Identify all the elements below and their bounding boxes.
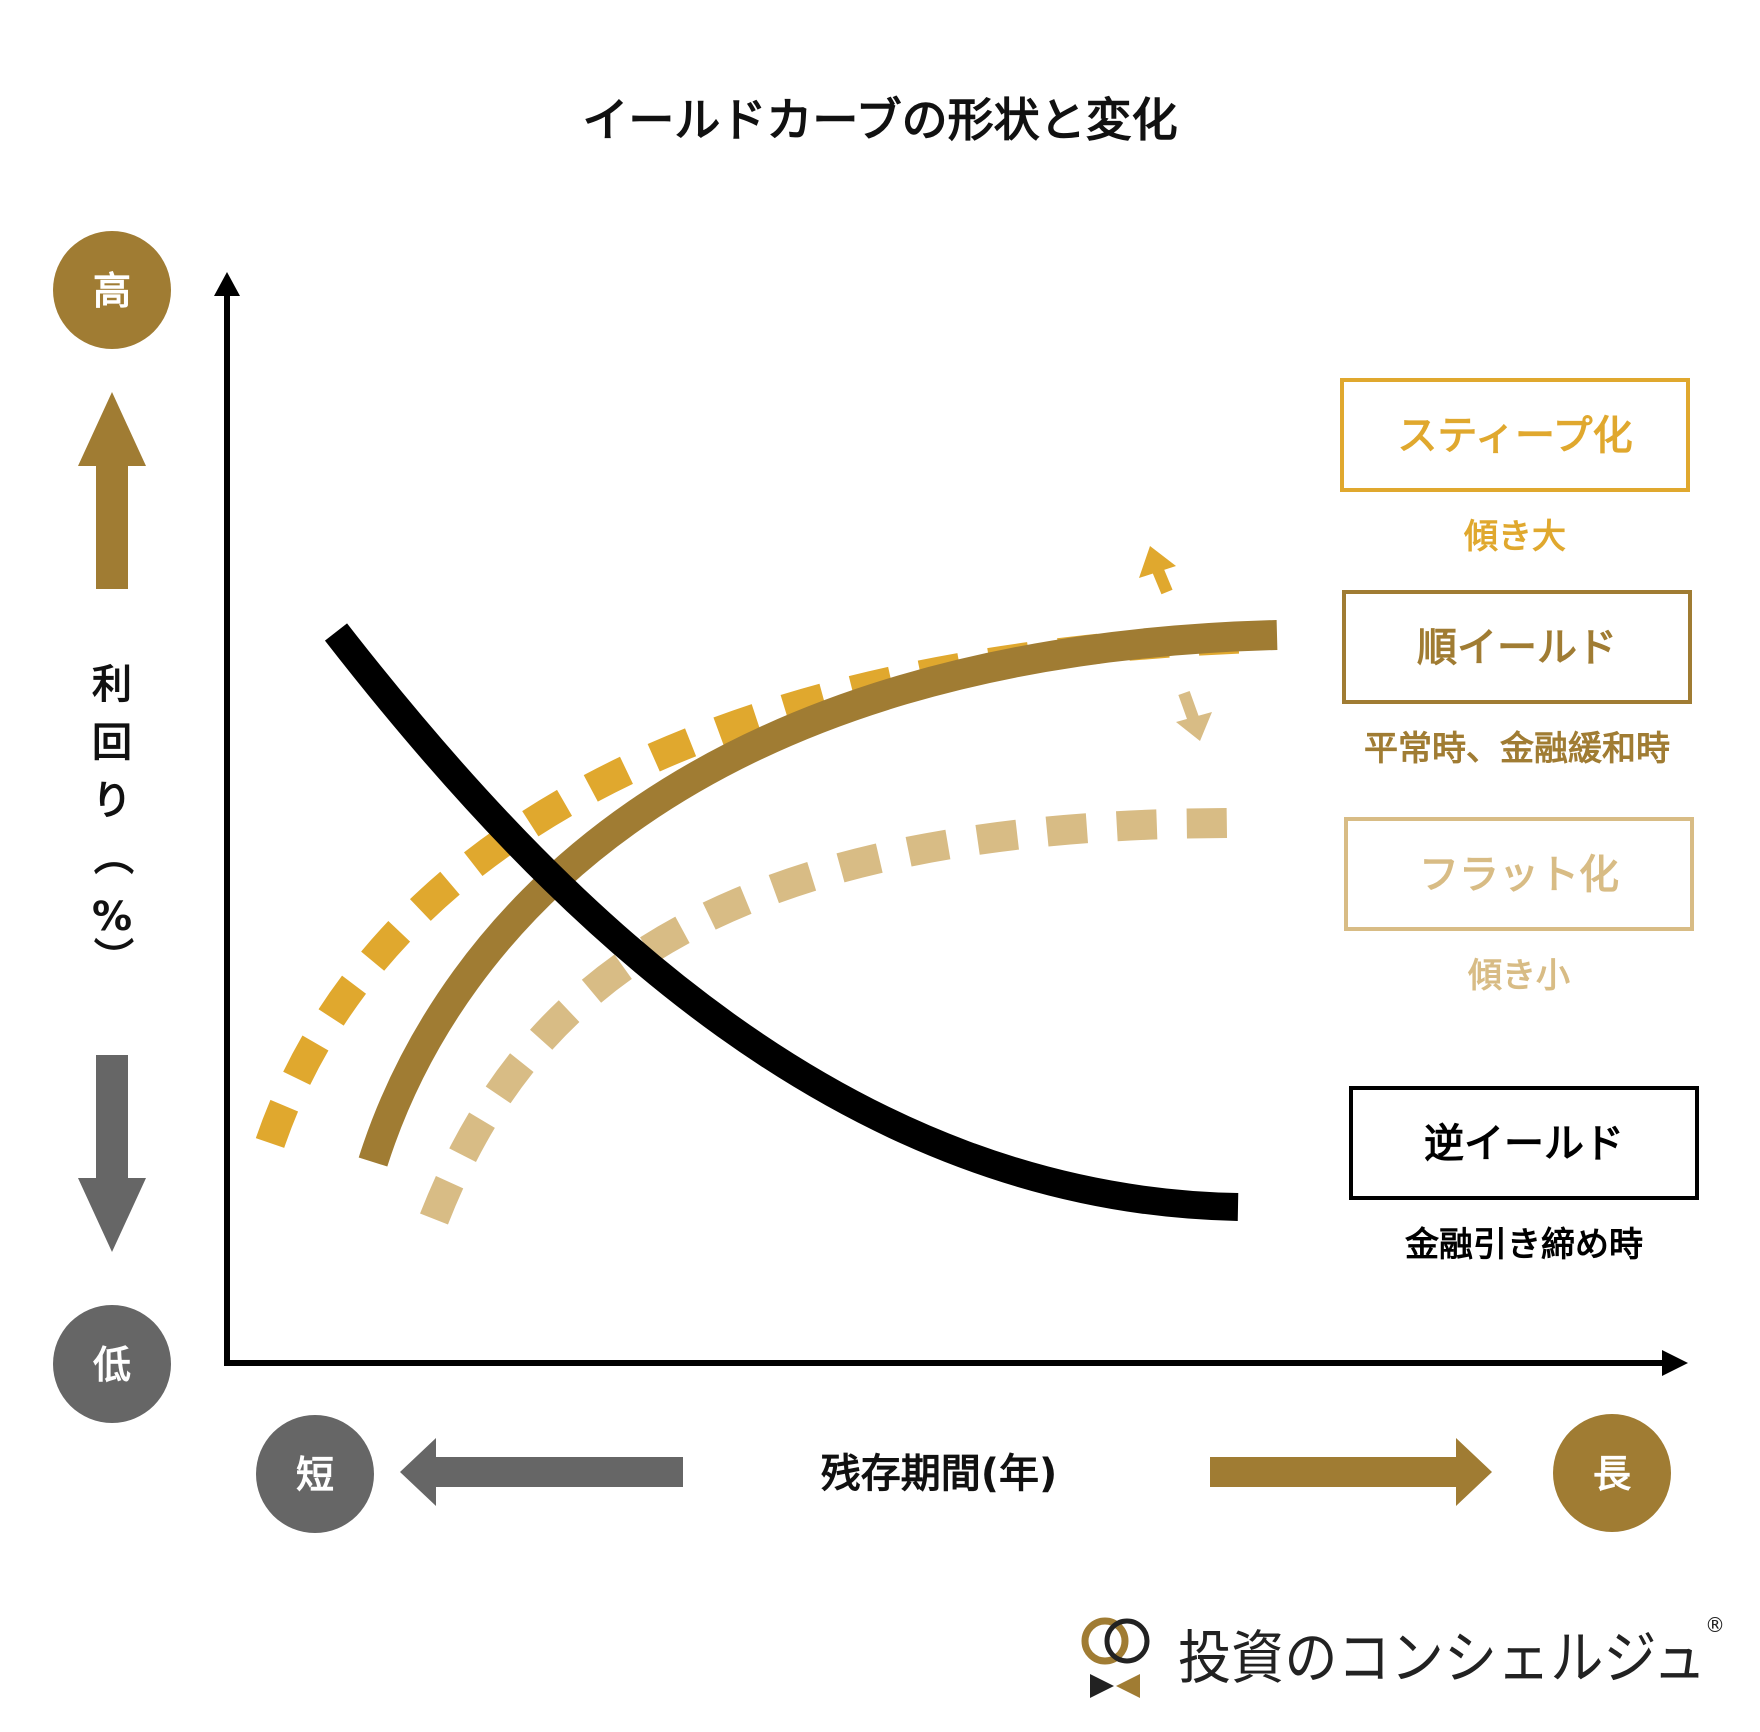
logo-ring-gold-icon bbox=[1081, 1617, 1129, 1665]
y-high-indicator: 高 bbox=[53, 231, 171, 349]
logo-ring-dark-icon bbox=[1104, 1618, 1150, 1664]
low-label: 低 bbox=[93, 1343, 131, 1387]
short-label: 短 bbox=[296, 1453, 334, 1497]
y-label-char-5: ） bbox=[89, 937, 135, 977]
legend-normal-label: 順イールド bbox=[1417, 625, 1617, 671]
y-axis-label: 利 回 り （ % ） bbox=[89, 662, 135, 977]
normal-curve bbox=[358, 620, 1278, 1167]
brand-logo: 投資のコンシェルジュ ® bbox=[1081, 1613, 1725, 1698]
legend-normal-caption: 平常時、金融緩和時 bbox=[1364, 729, 1670, 769]
low-circle bbox=[53, 1305, 171, 1423]
x-axis-label: 残存期間(年) bbox=[821, 1451, 1058, 1497]
left-arrow-icon bbox=[400, 1438, 683, 1506]
legend-steep-caption: 傾き大 bbox=[1463, 517, 1566, 557]
high-circle bbox=[53, 231, 171, 349]
legend-flat-caption: 傾き小 bbox=[1467, 956, 1570, 996]
logo-bowtie-left-icon bbox=[1090, 1674, 1114, 1698]
y-axis-arrowhead-icon bbox=[214, 272, 240, 296]
right-arrow-icon bbox=[1210, 1438, 1492, 1506]
x-long-indicator: 長 bbox=[1553, 1414, 1671, 1532]
y-label-char-1: 回 bbox=[92, 720, 132, 766]
legend-inverted-box bbox=[1349, 1086, 1699, 1200]
flatten-arrow-icon bbox=[1176, 690, 1212, 741]
y-label-char-3: （ bbox=[89, 835, 135, 875]
registered-mark: ® bbox=[1705, 1613, 1725, 1637]
brand-name: 投資のコンシェルジュ bbox=[1178, 1624, 1706, 1692]
steepen-arrow-icon bbox=[1139, 546, 1176, 595]
legend-steep-box bbox=[1340, 378, 1690, 492]
legend-steep: スティープ化 傾き大 bbox=[1340, 378, 1690, 557]
y-label-char-2: り bbox=[92, 778, 132, 824]
legend-inverted: 逆イールド 金融引き締め時 bbox=[1349, 1086, 1699, 1265]
legend-flat-box bbox=[1344, 817, 1694, 931]
legend-steep-label: スティープ化 bbox=[1397, 413, 1632, 459]
diagram-title: イールドカーブの形状と変化 bbox=[582, 93, 1177, 147]
axes bbox=[214, 272, 1688, 1376]
logo-bowtie-right-icon bbox=[1116, 1674, 1140, 1698]
y-label-char-4: % bbox=[92, 894, 132, 940]
down-arrow-icon bbox=[78, 1055, 146, 1252]
long-circle bbox=[1553, 1414, 1671, 1532]
legend-inverted-label: 逆イールド bbox=[1424, 1121, 1624, 1167]
high-label: 高 bbox=[93, 269, 131, 313]
x-axis-arrowhead-icon bbox=[1662, 1350, 1688, 1376]
y-low-indicator: 低 bbox=[53, 1305, 171, 1423]
legend-flat-label: フラット化 bbox=[1419, 852, 1619, 898]
flat-curve bbox=[420, 807, 1253, 1225]
legend-normal: 順イールド 平常時、金融緩和時 bbox=[1342, 590, 1692, 769]
x-short-indicator: 短 bbox=[256, 1415, 374, 1533]
up-arrow-icon bbox=[78, 392, 146, 589]
inverted-curve bbox=[324, 623, 1239, 1221]
legend-flat: フラット化 傾き小 bbox=[1344, 817, 1694, 996]
legend-normal-box bbox=[1342, 590, 1692, 704]
y-label-char-0: 利 bbox=[92, 662, 132, 708]
legend-inverted-caption: 金融引き締め時 bbox=[1404, 1225, 1643, 1265]
short-circle bbox=[256, 1415, 374, 1533]
long-label: 長 bbox=[1593, 1452, 1632, 1496]
